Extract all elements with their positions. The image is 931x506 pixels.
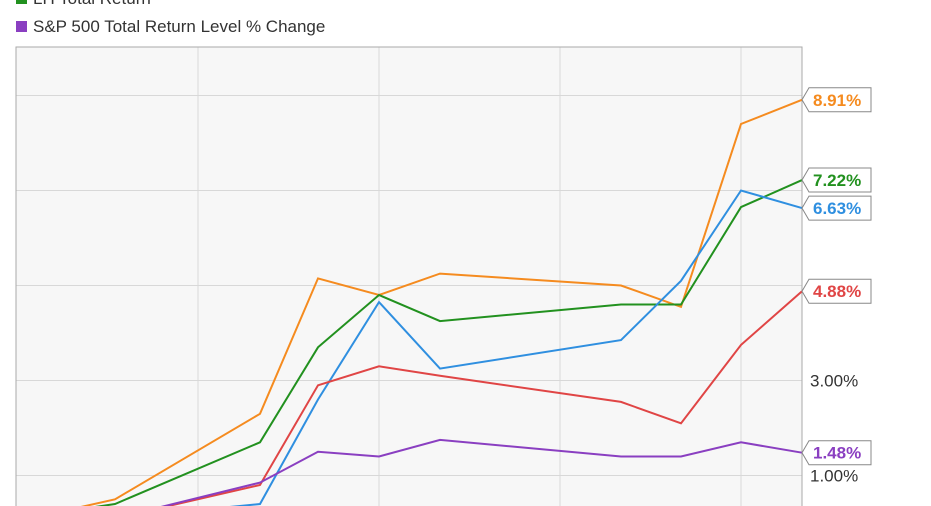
legend-label-lh: LH Total Return (33, 0, 151, 8)
series-line-4 (160, 438, 803, 506)
end-label-0: 8.91% (801, 87, 872, 113)
plot-area (16, 47, 802, 506)
end-label-box-4 (801, 440, 872, 466)
end-label-box-1 (801, 167, 872, 193)
end-label-text-2: 6.63% (813, 199, 861, 218)
end-label-4: 1.48% (801, 440, 872, 466)
legend-label-sp500: S&P 500 Total Return Level % Change (33, 17, 326, 36)
end-label-2: 6.63% (801, 195, 872, 221)
legend-item-sp500[interactable]: S&P 500 Total Return Level % Change (16, 17, 325, 37)
y-tick-label-0: 1.00% (810, 467, 858, 486)
end-label-text-0: 8.91% (813, 91, 861, 110)
series-line-0 (80, 98, 803, 506)
end-label-box-2 (801, 195, 872, 221)
series-line-1 (95, 179, 803, 506)
plot-border (15, 46, 803, 506)
end-label-text-1: 7.22% (813, 171, 861, 190)
legend-swatch-lh (16, 0, 27, 4)
end-label-box-0 (801, 87, 872, 113)
end-label-text-3: 4.88% (813, 282, 861, 301)
y-tick-label-1: 3.00% (810, 372, 858, 391)
series-lines (80, 98, 803, 506)
y-axis-ticks: 1.00% 3.00% (810, 372, 858, 486)
end-label-3: 4.88% (801, 278, 872, 304)
end-labels: 8.91% 7.22% 6.63% 4.88% 1.48% (801, 87, 872, 466)
legend-item-lh[interactable]: LH Total Return (16, 0, 151, 9)
end-label-text-4: 1.48% (813, 444, 861, 463)
series-line-3 (164, 290, 803, 506)
end-label-1: 7.22% (801, 167, 872, 193)
legend-swatch-sp500 (16, 21, 27, 32)
series-line-2 (229, 189, 803, 506)
end-label-box-3 (801, 278, 872, 304)
